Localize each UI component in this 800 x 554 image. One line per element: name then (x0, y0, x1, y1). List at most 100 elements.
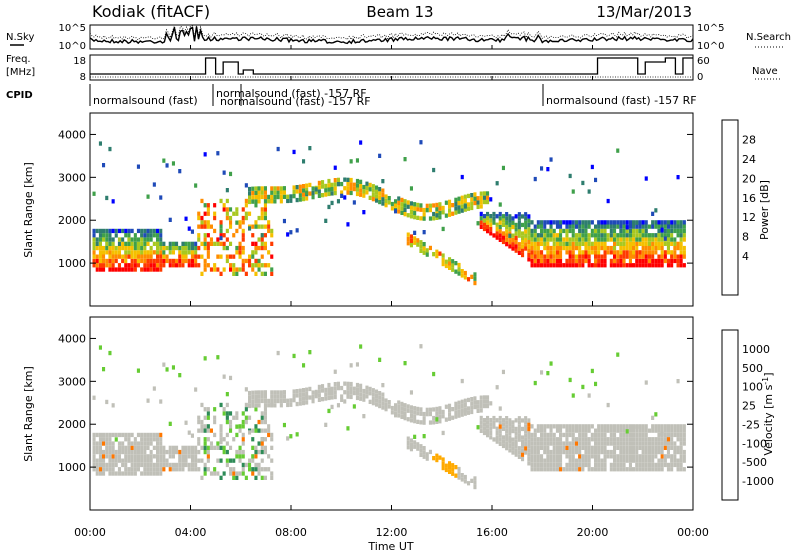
power-cell (590, 263, 594, 268)
power-cell (460, 273, 464, 278)
power-cell (476, 204, 480, 209)
velocity-cell (597, 437, 601, 442)
velocity-cell (105, 449, 109, 455)
x-tick-label: 00:00 (677, 526, 709, 539)
power-cell (657, 233, 661, 238)
power-cell (581, 224, 585, 229)
power-cell (540, 258, 544, 264)
velocity-cell (216, 445, 220, 450)
power-cell (679, 224, 683, 229)
velocity-cell (616, 352, 620, 357)
velocity-cell (194, 458, 198, 463)
power-cell (263, 186, 267, 191)
velocity-cell (159, 467, 163, 472)
power-cell (143, 254, 147, 259)
power-cell (102, 258, 106, 264)
velocity-cell (330, 391, 334, 396)
power-cell (489, 218, 493, 223)
velocity-cell (651, 415, 655, 420)
power-cell (679, 220, 683, 225)
power-cell (654, 263, 658, 268)
velocity-cell (276, 398, 280, 404)
velocity-cell (460, 477, 464, 482)
velocity-cell (578, 441, 582, 446)
power-cell (248, 254, 252, 259)
power-cell (606, 224, 610, 229)
power-cell (241, 267, 245, 272)
velocity-cell (390, 405, 394, 411)
velocity-cell (498, 428, 502, 434)
power-cell (540, 220, 544, 225)
velocity-cell (581, 467, 585, 472)
power-cell (409, 238, 413, 243)
velocity-cell (448, 416, 452, 421)
velocity-cell (397, 404, 401, 409)
power-cell (136, 258, 140, 264)
power-cell (527, 257, 531, 262)
velocity-cell (549, 428, 553, 433)
noise-rtick-top: 10^5 (697, 23, 724, 34)
velocity-cell (530, 441, 534, 446)
power-cell (222, 267, 226, 272)
velocity-cell (140, 454, 144, 459)
power-cell (381, 201, 385, 206)
power-cell (670, 220, 674, 225)
velocity-cell (594, 467, 598, 472)
power-cell (606, 233, 610, 238)
velocity-cell (175, 462, 179, 468)
power-cell (178, 263, 182, 268)
power-cell (422, 207, 426, 213)
power-cell (486, 229, 490, 234)
power-cell (508, 239, 512, 245)
velocity-cell (514, 452, 518, 457)
velocity-cell (92, 458, 96, 463)
power-cell (267, 263, 271, 268)
power-cell (663, 258, 667, 264)
velocity-cell (635, 428, 639, 433)
power-cell (92, 258, 96, 264)
power-cell (124, 245, 128, 251)
x-tick-label: 04:00 (175, 526, 207, 539)
velocity-cell (171, 365, 175, 370)
power-cell (143, 228, 147, 234)
power-cell (422, 242, 426, 247)
velocity-cell (127, 471, 131, 476)
power-cell (219, 271, 223, 276)
power-cell (127, 228, 131, 234)
power-cell (187, 258, 191, 264)
power-cell (530, 220, 534, 225)
power-cell (517, 229, 521, 234)
velocity-cell (521, 456, 525, 462)
power-cell (371, 188, 375, 193)
power-cell (565, 228, 569, 234)
power-cell (549, 258, 553, 264)
power-cell (587, 237, 591, 242)
x-tick-label: 12:00 (376, 526, 408, 539)
power-cell (536, 245, 540, 251)
power-cell (159, 237, 163, 242)
velocity-cell (270, 398, 274, 404)
power-cell (165, 258, 169, 264)
power-cell (498, 229, 502, 234)
velocity-cell (549, 432, 553, 438)
power-cell (524, 220, 528, 225)
power-cell (263, 203, 267, 208)
power-cell (327, 178, 331, 184)
velocity-cell (581, 437, 585, 442)
power-cell (98, 245, 102, 251)
velocity-cell (219, 439, 223, 445)
velocity-cell (479, 420, 483, 425)
velocity-cell (273, 390, 277, 395)
power-cell (635, 263, 639, 268)
power-cell (340, 193, 344, 198)
velocity-cell (127, 441, 131, 446)
velocity-cell (219, 475, 223, 480)
power-cell (127, 237, 131, 242)
power-cell (168, 241, 172, 246)
power-cell (394, 209, 398, 214)
power-cell (463, 207, 467, 212)
velocity-cell (263, 390, 267, 395)
nsky-label: N.Sky (6, 32, 34, 43)
velocity-cell (238, 449, 242, 455)
velocity-cell (206, 437, 210, 442)
